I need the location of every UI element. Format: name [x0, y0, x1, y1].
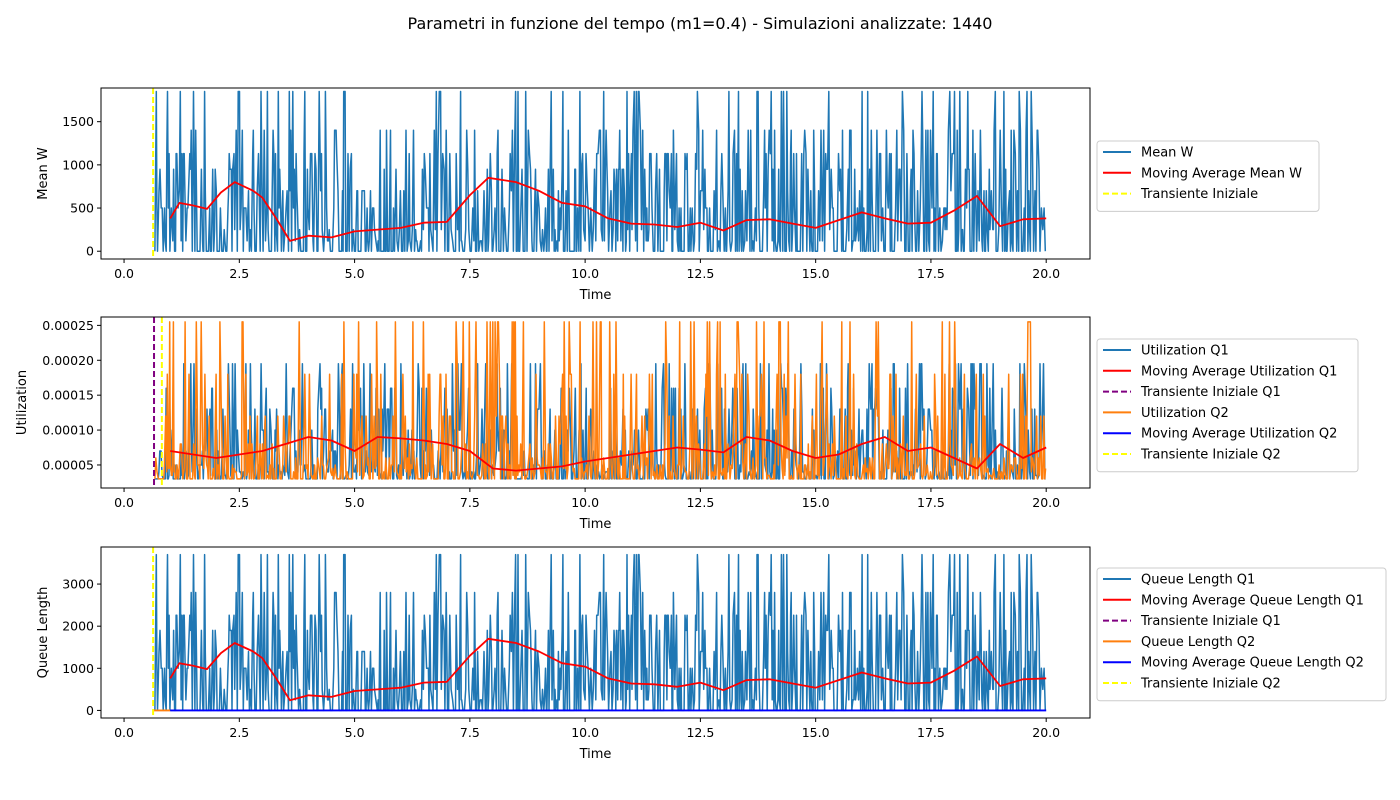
legend-label: Utilization Q2: [1141, 406, 1229, 421]
x-tick-label: 15.0: [802, 725, 830, 740]
x-tick-label: 12.5: [686, 266, 714, 281]
legend-label: Utilization Q1: [1141, 344, 1229, 359]
plots: 0.0 2.5 5.0 7.5 10.0 12.5 15.0 17.5 20.0 0 500 1000…: [15, 87, 1387, 762]
x-tick-label: 17.5: [917, 725, 945, 740]
x-tick-label: 15.0: [802, 495, 830, 510]
y-axis-label: Queue Length: [36, 587, 51, 679]
legend: Utilization Q1 Moving Average Utilization…: [1096, 338, 1359, 473]
y-tick-label: 0.00005: [42, 457, 94, 472]
x-tick-label: 20.0: [1032, 725, 1060, 740]
series-line-raw: [154, 553, 1047, 712]
axes-frame: [100, 546, 1091, 719]
x-tick-label: 5.0: [345, 725, 365, 740]
legend-label: Transiente Iniziale Q1: [1140, 385, 1281, 400]
x-tick-label: 12.5: [686, 725, 714, 740]
legend-label: Mean W: [1141, 146, 1194, 161]
y-tick-label: 500: [70, 201, 94, 216]
legend-label: Transiente Iniziale: [1140, 187, 1258, 202]
x-tick-label: 5.0: [345, 495, 365, 510]
subplot-2: 0.0 2.5 5.0 7.5 10.0 12.5 15.0 17.5 20.0 0.00005 0…: [15, 316, 1359, 532]
x-axis-label: Time: [579, 517, 612, 532]
series-line-raw: [154, 90, 1047, 252]
legend-label: Moving Average Utilization Q2: [1141, 427, 1337, 442]
x-tick-label: 2.5: [229, 266, 249, 281]
legend: Queue Length Q1 Moving Average Queue Leng…: [1096, 567, 1387, 702]
x-tick-label: 10.0: [571, 495, 599, 510]
x-tick-label: 17.5: [917, 266, 945, 281]
legend-label: Queue Length Q1: [1141, 573, 1255, 588]
x-tick-label: 5.0: [345, 266, 365, 281]
figure-title: Parametri in funzione del tempo (m1=0.4)…: [408, 14, 993, 33]
x-tick-label: 2.5: [229, 495, 249, 510]
legend-box: [1096, 140, 1320, 212]
legend: Mean W Moving Average Mean W Transiente In…: [1096, 140, 1320, 212]
x-tick-label: 17.5: [917, 495, 945, 510]
y-tick-label: 0: [86, 244, 94, 259]
x-tick-label: 20.0: [1032, 266, 1060, 281]
axes-frame: [100, 316, 1091, 489]
axes-frame: [100, 87, 1091, 260]
series-line-moving-average: [170, 436, 1047, 472]
x-tick-label: 0.0: [114, 495, 134, 510]
subplot-3: 0.0 2.5 5.0 7.5 10.0 12.5 15.0 17.5 20.0 0 1000 200…: [36, 546, 1387, 762]
x-tick-label: 7.5: [460, 495, 480, 510]
x-axis-label: Time: [579, 747, 612, 762]
x-tick-label: 2.5: [229, 725, 249, 740]
legend-label: Moving Average Mean W: [1141, 166, 1302, 181]
y-tick-label: 2000: [62, 619, 94, 634]
legend-label: Transiente Iniziale Q2: [1140, 448, 1281, 463]
y-tick-label: 1000: [62, 661, 94, 676]
x-tick-label: 15.0: [802, 266, 830, 281]
x-tick-label: 10.0: [571, 725, 599, 740]
subplot-1: 0.0 2.5 5.0 7.5 10.0 12.5 15.0 17.5 20.0 0 500 1000…: [36, 87, 1320, 303]
plot-area: [152, 547, 1047, 718]
legend-label: Queue Length Q2: [1141, 635, 1255, 650]
legend-label: Moving Average Queue Length Q2: [1141, 656, 1364, 671]
y-tick-label: 3000: [62, 577, 94, 592]
y-axis-label: Mean W: [36, 147, 51, 200]
y-tick-label: 0.00020: [42, 353, 94, 368]
y-tick-label: 0: [86, 703, 94, 718]
x-tick-label: 7.5: [460, 266, 480, 281]
x-axis-label: Time: [579, 288, 612, 303]
series-line-moving-average: [169, 176, 1047, 242]
x-tick-label: 20.0: [1032, 495, 1060, 510]
y-tick-label: 0.00015: [42, 388, 94, 403]
x-tick-label: 7.5: [460, 725, 480, 740]
x-tick-label: 0.0: [114, 725, 134, 740]
legend-box: [1096, 567, 1387, 702]
legend-box: [1096, 338, 1359, 473]
legend-label: Transiente Iniziale Q2: [1140, 677, 1281, 692]
y-tick-label: 1000: [62, 157, 94, 172]
series-line-q2: [154, 321, 1047, 480]
y-tick-label: 1500: [62, 114, 94, 129]
y-tick-label: 0.00010: [42, 423, 94, 438]
x-tick-label: 0.0: [114, 266, 134, 281]
plot-area: [152, 88, 1047, 259]
x-tick-label: 10.0: [571, 266, 599, 281]
x-tick-label: 12.5: [686, 495, 714, 510]
series-line-moving-average: [169, 637, 1047, 702]
legend-label: Moving Average Queue Length Q1: [1141, 593, 1364, 608]
legend-label: Transiente Iniziale Q1: [1140, 614, 1281, 629]
y-axis-label: Utilization: [15, 370, 30, 435]
y-tick-label: 0.00025: [42, 318, 94, 333]
legend-label: Moving Average Utilization Q1: [1141, 364, 1337, 379]
plot-area: [153, 317, 1047, 488]
